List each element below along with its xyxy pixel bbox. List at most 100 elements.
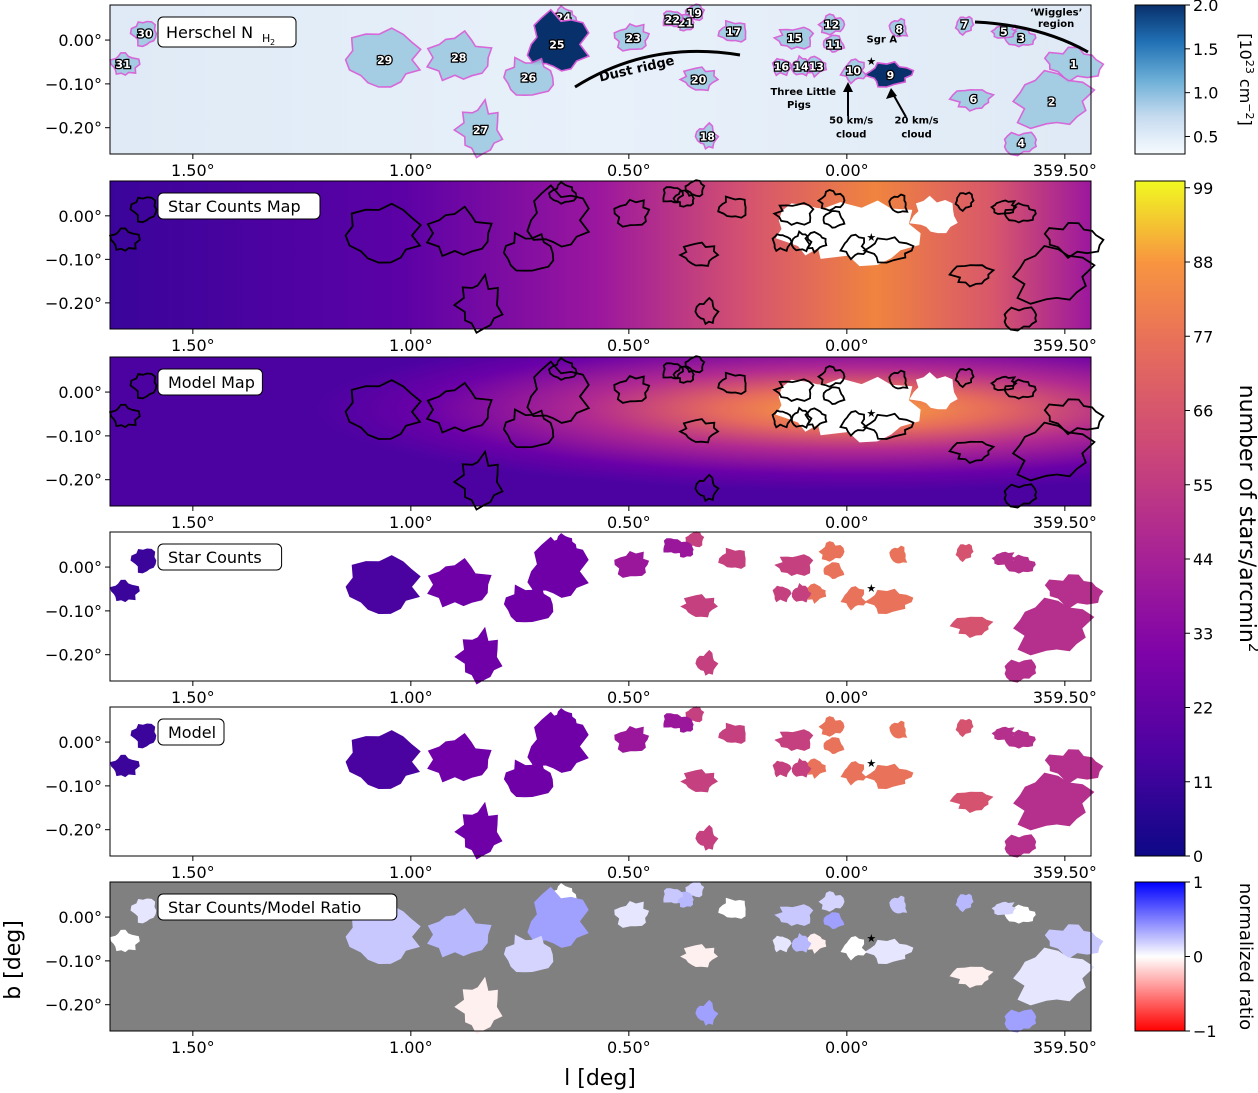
cloud-17 — [717, 19, 747, 43]
cloud-16 — [772, 585, 792, 603]
cloud-10 — [839, 410, 868, 437]
y-tick-label: −0.20° — [45, 119, 102, 138]
cloud-12 — [818, 716, 845, 737]
x-tick-label: 1.00° — [389, 161, 433, 180]
cloud-23 — [613, 23, 651, 52]
cloud-label-13: 13 — [809, 60, 824, 73]
x-tick-label: 0.00° — [825, 863, 869, 882]
panel-label: Star Counts — [168, 548, 262, 567]
cloud-label-26: 26 — [521, 71, 537, 84]
cloud-5 — [991, 901, 1016, 916]
cloud-28 — [427, 908, 492, 958]
y-tick-label: 0.00° — [58, 733, 102, 752]
x-tick-label: 1.50° — [171, 513, 215, 532]
y-tick-label: −0.10° — [45, 427, 102, 446]
cloud-label-30: 30 — [137, 27, 153, 40]
colorbar-fill — [1134, 881, 1186, 1032]
x-tick-label: 359.50° — [1033, 161, 1097, 180]
cloud-2 — [1013, 947, 1095, 1006]
colorbar-ratio: 1 0 −1 normalized ratio — [1134, 873, 1256, 1041]
x-tick-label: 1.00° — [389, 1038, 433, 1057]
x-tick-label: 0.50° — [607, 863, 651, 882]
cloud-13 — [805, 583, 827, 604]
cloud-17 — [718, 547, 746, 569]
colorbar-tick-label: 11 — [1193, 773, 1213, 792]
cloud-26 — [503, 584, 554, 623]
y-tick-label: −0.10° — [45, 602, 102, 621]
panel-frame — [109, 706, 1092, 857]
cloud-4 — [1004, 1009, 1037, 1033]
panel-model-map: ★ 1.50° 1.00° 0.50° 0.00° 359.50° 0.00° −0.10° −… — [45, 355, 1105, 532]
panel-ratio: ★ 1.50° 1.00° 0.50° 0.00° 359.50° 0.00° −0.10° −… — [45, 881, 1104, 1057]
cloud-4 — [1003, 306, 1038, 332]
panel-frame — [109, 531, 1092, 682]
sgr-a-star-marker: ★ — [866, 757, 876, 770]
cloud-label-6: 6 — [969, 93, 977, 106]
cloud-8 — [889, 895, 908, 914]
x-axis-label: l [deg] — [564, 1066, 636, 1091]
y-tick-label: −0.10° — [45, 952, 102, 971]
sgr-a-star-marker: ★ — [866, 407, 876, 420]
cloud-25 — [527, 886, 589, 948]
x-tick-label: 1.50° — [171, 863, 215, 882]
panel-label: Model — [168, 723, 216, 742]
cloud-13 — [804, 407, 828, 431]
cloud-29 — [344, 379, 422, 440]
colorbar-fill — [1134, 4, 1186, 155]
cloud-22 — [663, 538, 683, 554]
x-tick-label: 0.50° — [607, 161, 651, 180]
cloud-11 — [823, 737, 845, 754]
cloud-6 — [948, 440, 996, 465]
cloud-2 — [1013, 597, 1095, 656]
cloud-31 — [109, 403, 141, 429]
sgr-a-star-marker: ★ — [866, 231, 876, 244]
cloud-25 — [526, 184, 591, 248]
cloud-26 — [502, 231, 555, 272]
colorbar-tick-label: 55 — [1193, 476, 1213, 495]
masked-region — [909, 195, 958, 234]
cloud-2 — [1011, 421, 1096, 482]
y-tick-label: −0.10° — [45, 777, 102, 796]
cloud-31 — [109, 227, 141, 252]
y-tick-label: −0.10° — [45, 75, 102, 94]
annotation-three-little-pigs-1: Three Little — [770, 87, 836, 98]
x-tick-label: 0.00° — [825, 1038, 869, 1057]
cloud-13 — [804, 231, 828, 255]
cloud-label-14: 14 — [793, 60, 809, 73]
annotation-three-little-pigs-2: Pigs — [787, 100, 811, 111]
cloud-10 — [840, 936, 867, 961]
cloud-9 — [864, 588, 914, 614]
cloud-20 — [680, 594, 718, 618]
annotation-20kms-1: 20 km/s — [895, 115, 939, 126]
x-tick-label: 0.50° — [607, 1038, 651, 1057]
cloud-26 — [503, 759, 554, 798]
cloud-label-10: 10 — [846, 65, 862, 78]
colorbar-tick-label: 44 — [1193, 550, 1213, 569]
colorbar-tick-label: 88 — [1193, 253, 1213, 272]
cloud-18 — [694, 121, 720, 151]
cloud-19 — [685, 881, 705, 898]
cloud-27 — [452, 272, 504, 334]
colorbar-tick-label: 33 — [1193, 624, 1213, 643]
cloud-27 — [454, 626, 503, 685]
cloud-26 — [503, 56, 555, 97]
cloud-1 — [1043, 221, 1105, 259]
cloud-17 — [718, 897, 746, 919]
cloud-20 — [678, 241, 720, 267]
y-tick-label: 0.00° — [58, 908, 102, 927]
cloud-10 — [839, 233, 868, 261]
cloud-16 — [772, 935, 792, 953]
cloud-label-20: 20 — [691, 74, 707, 87]
x-tick-label: 1.00° — [389, 336, 433, 355]
cloud-19 — [685, 531, 705, 548]
cloud-12 — [818, 541, 845, 562]
cloud-17 — [717, 195, 747, 219]
cloud-5 — [991, 551, 1016, 566]
cloud-16 — [771, 409, 793, 429]
x-tick-label: 0.00° — [825, 161, 869, 180]
colorbar-fill — [1134, 180, 1186, 857]
panel-star-counts: ★ 1.50° 1.00° 0.50° 0.00° 359.50° 0.00° −0.10° −… — [45, 531, 1104, 707]
cloud-31 — [110, 929, 140, 953]
cloud-16 — [771, 57, 793, 77]
cloud-25 — [526, 8, 591, 72]
